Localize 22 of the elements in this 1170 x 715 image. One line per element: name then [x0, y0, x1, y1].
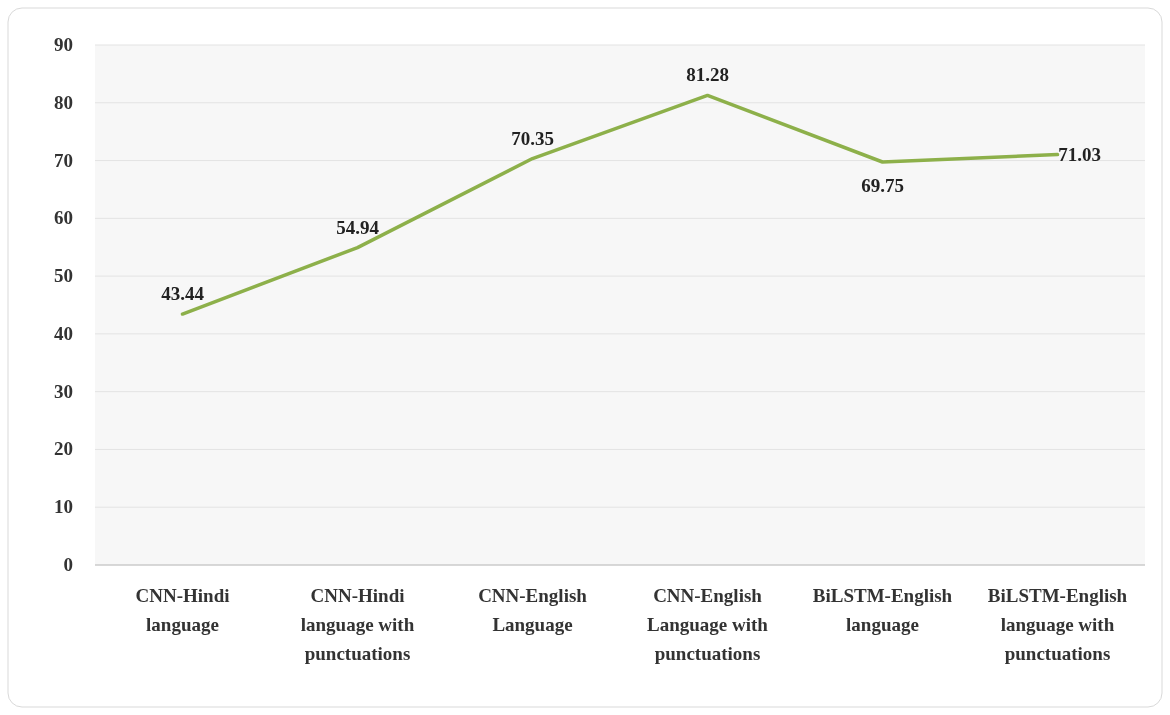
x-tick-label: CNN-Hindi language — [135, 585, 230, 635]
data-label: 43.44 — [161, 283, 205, 305]
x-tick-label: BiLSTM-English language with punctuations — [987, 585, 1128, 664]
data-label: 70.35 — [511, 127, 554, 149]
y-tick-label: 50 — [54, 265, 73, 287]
y-tick-label: 40 — [54, 322, 73, 344]
x-tick-label: CNN-English Language — [478, 585, 588, 635]
x-tick-label: BiLSTM-English language — [812, 585, 953, 635]
y-tick-label: 30 — [54, 380, 73, 402]
data-label: 81.28 — [686, 64, 729, 86]
y-tick-label: 80 — [54, 91, 73, 113]
y-tick-label: 20 — [54, 438, 73, 460]
y-tick-label: 70 — [54, 149, 73, 171]
y-tick-label: 90 — [54, 34, 73, 55]
x-tick-label: CNN-Hindi language with punctuations — [300, 585, 415, 664]
data-label: 71.03 — [1058, 143, 1101, 165]
y-tick-label: 10 — [54, 496, 73, 518]
data-label: 54.94 — [336, 216, 380, 238]
y-tick-label: 60 — [54, 207, 73, 229]
data-label: 69.75 — [861, 175, 904, 196]
y-tick-label: 0 — [63, 554, 73, 575]
x-tick-label: CNN-English Language with punctuations — [647, 585, 769, 664]
